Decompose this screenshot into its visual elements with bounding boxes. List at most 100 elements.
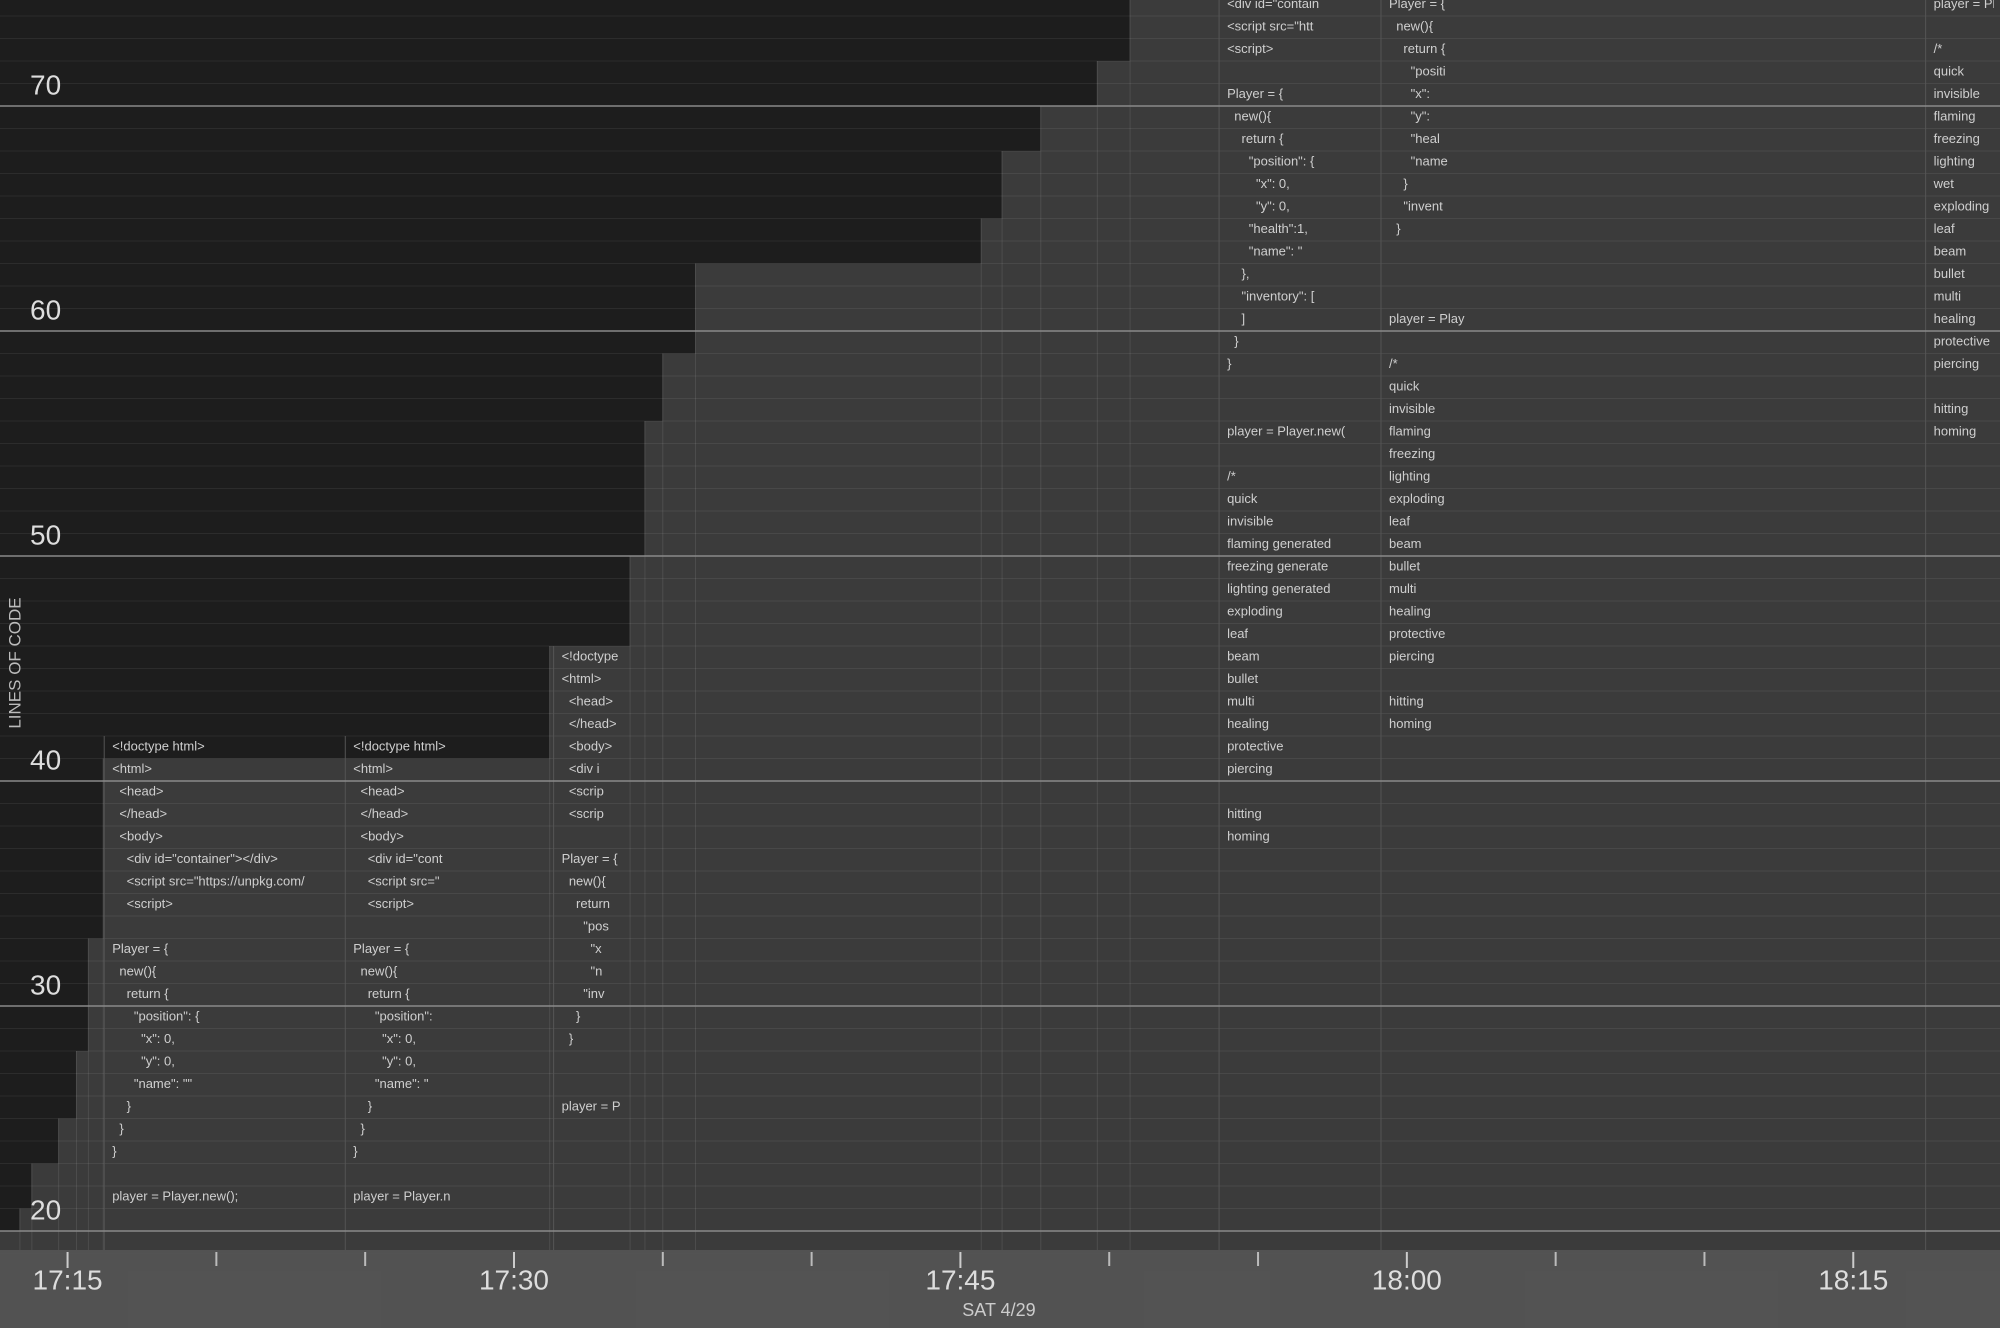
- code-line: leaf: [1227, 626, 1248, 641]
- x-tick-label: 18:15: [1818, 1264, 1888, 1295]
- code-line: <scrip: [562, 784, 604, 799]
- code-line: beam: [1934, 244, 1967, 259]
- code-line: }: [112, 1121, 124, 1136]
- code-line: }: [1227, 334, 1239, 349]
- code-line: multi: [1934, 289, 1962, 304]
- code-line: <head>: [353, 784, 404, 799]
- code-line: piercing: [1389, 649, 1435, 664]
- code-line: <div id="contain: [1227, 0, 1319, 11]
- code-line: multi: [1389, 581, 1417, 596]
- code-line: flaming: [1389, 424, 1431, 439]
- code-line: protective: [1389, 626, 1445, 641]
- code-line: quick: [1389, 379, 1420, 394]
- code-line: piercing: [1227, 761, 1273, 776]
- code-line: return {: [1389, 41, 1446, 56]
- code-line: piercing: [1934, 356, 1980, 371]
- code-line: new(){: [1227, 109, 1272, 124]
- code-line: quick: [1934, 64, 1965, 79]
- x-tick-label: 17:45: [925, 1264, 995, 1295]
- code-line: invisible: [1934, 86, 1980, 101]
- code-line: lighting: [1934, 154, 1975, 169]
- code-line: "n: [562, 964, 603, 979]
- code-line: quick: [1227, 491, 1258, 506]
- code-line: ]: [1227, 311, 1245, 326]
- code-line: "inv: [562, 986, 605, 1001]
- code-line: </head>: [562, 716, 617, 731]
- code-line: "y": 0,: [1227, 199, 1290, 214]
- code-line: player = Player.new();: [112, 1189, 238, 1204]
- code-line: "x": 0,: [112, 1031, 175, 1046]
- code-line: beam: [1227, 649, 1260, 664]
- code-line: <!doctype html>: [112, 739, 205, 754]
- code-line: <body>: [562, 739, 613, 754]
- code-line: "x":: [1389, 86, 1430, 101]
- code-line: /*: [1934, 41, 1943, 56]
- y-tick-label: 70: [30, 69, 61, 100]
- code-line: protective: [1934, 334, 1990, 349]
- x-tick-label: 17:30: [479, 1264, 549, 1295]
- code-line: <script src=": [353, 874, 440, 889]
- code-line: hitting: [1934, 401, 1969, 416]
- code-line: lighting generated: [1227, 581, 1330, 596]
- code-line: "invent: [1389, 199, 1443, 214]
- code-line: invisible: [1227, 514, 1273, 529]
- code-line: exploding: [1389, 491, 1445, 506]
- code-line: "position": {: [112, 1009, 200, 1024]
- code-line: "x": 0,: [353, 1031, 416, 1046]
- code-line: hitting: [1389, 694, 1424, 709]
- code-line: <!doctype html>: [353, 739, 446, 754]
- code-line: <html>: [353, 761, 393, 776]
- x-tick-label: 17:15: [33, 1264, 103, 1295]
- code-line: </head>: [112, 806, 167, 821]
- x-axis-label: SAT 4/29: [962, 1300, 1035, 1320]
- code-line: }: [562, 1031, 574, 1046]
- code-line: hitting: [1227, 806, 1262, 821]
- code-line: "position":: [353, 1009, 432, 1024]
- code-line: <head>: [112, 784, 163, 799]
- code-line: "positi: [1389, 64, 1446, 79]
- code-line: Player = {: [353, 941, 410, 956]
- code-line: healing: [1934, 311, 1976, 326]
- time-axis-band: [0, 1250, 2000, 1328]
- code-line: </head>: [353, 806, 408, 821]
- code-line: "pos: [562, 919, 610, 934]
- code-line: }: [353, 1144, 358, 1159]
- code-line: leaf: [1389, 514, 1410, 529]
- code-line: <script>: [1227, 41, 1273, 56]
- code-line: }: [353, 1121, 365, 1136]
- code-line: new(){: [353, 964, 398, 979]
- code-line: multi: [1227, 694, 1255, 709]
- code-line: <script>: [112, 896, 173, 911]
- code-line: }: [112, 1099, 131, 1114]
- code-line: bullet: [1389, 559, 1420, 574]
- code-line: flaming generated: [1227, 536, 1331, 551]
- code-snapshot: Player = { new(){ return { "positi "x": …: [1389, 0, 1465, 731]
- code-line: <scrip: [562, 806, 604, 821]
- code-line: exploding: [1934, 199, 1990, 214]
- code-line: <script src="htt: [1227, 19, 1314, 34]
- code-line: }: [1227, 356, 1232, 371]
- code-line: "name": ": [1227, 244, 1303, 259]
- y-tick-label: 30: [30, 969, 61, 1000]
- code-line: player = Playe: [1934, 0, 2000, 11]
- code-line: "name: [1389, 154, 1448, 169]
- code-line: /*: [1227, 469, 1236, 484]
- x-tick-label: 18:00: [1372, 1264, 1442, 1295]
- lines-of-code-area: [0, 0, 1131, 1231]
- code-line: <html>: [562, 671, 602, 686]
- code-line: new(){: [112, 964, 157, 979]
- code-line: homing: [1389, 716, 1432, 731]
- code-line: "y": 0,: [353, 1054, 416, 1069]
- code-line: freezing: [1389, 446, 1435, 461]
- code-line: <div i: [562, 761, 600, 776]
- code-line: bullet: [1227, 671, 1258, 686]
- code-line: "inventory": [: [1227, 289, 1315, 304]
- y-tick-label: 40: [30, 744, 61, 775]
- code-snapshot: <!doctype html> <html> <head> </head> <bo…: [112, 739, 305, 1204]
- code-line: flaming: [1934, 109, 1976, 124]
- code-line: player = Play: [1389, 311, 1465, 326]
- code-line: Player = {: [1389, 0, 1446, 11]
- code-line: /*: [1389, 356, 1398, 371]
- code-line: "x: [562, 941, 603, 956]
- code-line: bullet: [1934, 266, 1965, 281]
